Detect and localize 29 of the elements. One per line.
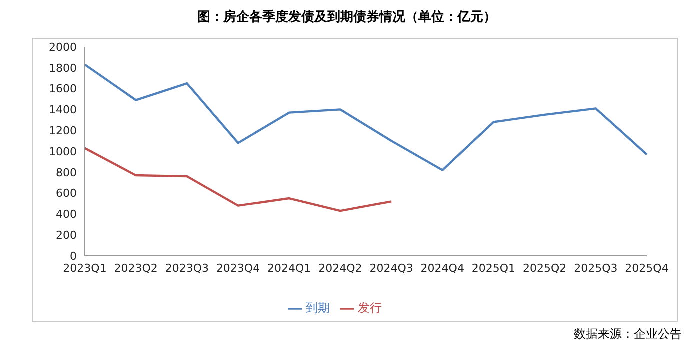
x-tick-label: 2024Q2 — [318, 262, 362, 275]
y-tick-label: 1000 — [49, 145, 77, 158]
x-tick-label: 2024Q4 — [420, 262, 464, 275]
y-tick-label: 800 — [56, 166, 77, 180]
line-series — [84, 64, 648, 172]
x-tick-label: 2024Q3 — [370, 262, 414, 275]
y-tick-label: 400 — [56, 208, 77, 222]
legend-label: 发行 — [358, 301, 382, 315]
x-tick-label: 2025Q2 — [522, 262, 567, 275]
legend-label: 到期 — [306, 301, 330, 315]
x-tick-label: 2023Q3 — [165, 262, 210, 275]
x-tick-label: 2023Q2 — [114, 262, 158, 275]
y-tick-label: 1400 — [49, 104, 77, 117]
chart-title: 图：房企各季度发债及到期债券情况（单位：亿元） — [196, 8, 498, 27]
x-tick-label: 2023Q4 — [216, 262, 260, 275]
x-tick-label: 2024Q1 — [268, 262, 312, 275]
x-tick-label: 2023Q1 — [63, 262, 107, 275]
line-series — [84, 147, 393, 212]
y-tick-label: 200 — [56, 229, 77, 242]
x-tick-label: 2025Q4 — [625, 262, 669, 275]
y-tick-label: 1600 — [49, 82, 77, 96]
x-tick-label: 2025Q1 — [472, 262, 516, 275]
x-tick-label: 2025Q3 — [574, 262, 618, 275]
y-tick-label: 600 — [56, 187, 77, 200]
y-tick-label: 1200 — [49, 124, 77, 138]
source-note: 数据来源：企业公告 — [574, 326, 682, 343]
y-tick-label: 2000 — [49, 40, 77, 54]
y-tick-label: 0 — [70, 250, 77, 263]
y-tick-label: 1800 — [49, 62, 77, 75]
